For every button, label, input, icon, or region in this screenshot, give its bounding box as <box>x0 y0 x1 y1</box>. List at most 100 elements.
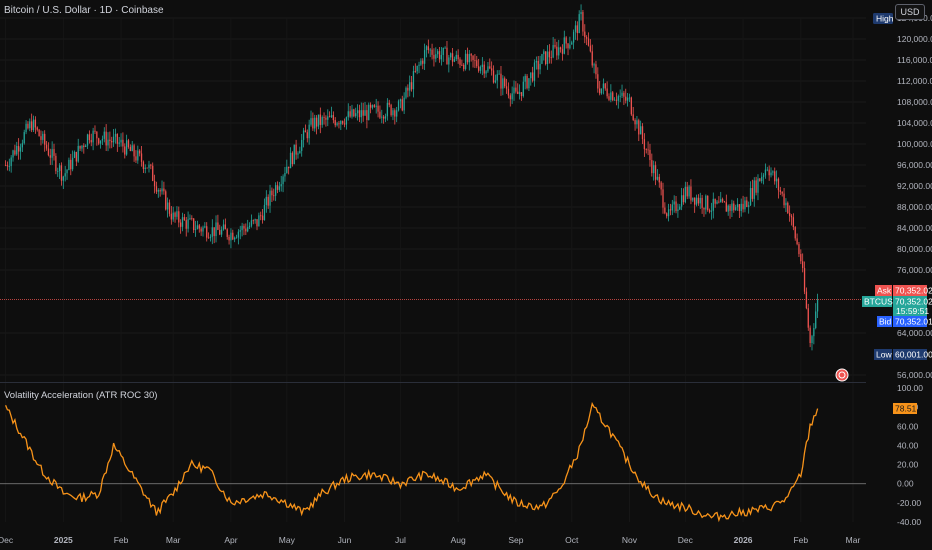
candle <box>345 116 348 130</box>
candle <box>328 111 331 118</box>
candle <box>753 177 755 207</box>
candle <box>358 104 361 123</box>
candle <box>628 93 631 102</box>
candle <box>666 212 668 219</box>
candle <box>545 51 547 66</box>
candle <box>455 50 457 61</box>
price-tick-label: 84,000.00 <box>897 223 932 233</box>
candle <box>377 101 379 118</box>
candle <box>621 84 623 98</box>
candle <box>450 52 452 61</box>
price-tick-label: 80,000.00 <box>897 244 932 254</box>
candle <box>185 216 187 237</box>
candle <box>684 181 687 204</box>
candle <box>554 38 556 49</box>
candle <box>90 133 92 147</box>
candle <box>103 127 105 143</box>
candle <box>602 78 605 95</box>
candle <box>448 54 450 73</box>
candle <box>485 70 487 78</box>
time-tick-label: Feb <box>793 535 808 545</box>
candle <box>124 143 126 159</box>
candle <box>567 42 569 56</box>
indicator-tick-label: 20.00 <box>897 460 919 470</box>
candle <box>496 70 498 89</box>
candle <box>535 56 538 70</box>
currency-button[interactable]: USD <box>895 4 925 20</box>
candle <box>88 130 91 144</box>
candle <box>403 92 405 114</box>
candle <box>375 98 377 114</box>
candle <box>636 116 638 129</box>
candle <box>708 208 711 214</box>
candle <box>362 102 364 122</box>
candle <box>247 219 249 233</box>
candle <box>153 174 156 194</box>
candle <box>45 140 48 151</box>
candle <box>280 175 282 192</box>
candle <box>73 150 76 159</box>
candle <box>755 176 757 196</box>
candle <box>800 249 802 265</box>
candle <box>228 234 230 245</box>
candle <box>634 118 636 131</box>
candle <box>610 84 612 103</box>
candle <box>133 143 135 162</box>
candle <box>675 196 677 214</box>
candle <box>312 112 314 131</box>
candle <box>92 127 94 151</box>
time-tick-label: Oct <box>565 535 579 545</box>
candle <box>60 162 63 186</box>
candle <box>647 141 649 156</box>
candle <box>558 39 560 60</box>
candle <box>342 120 344 125</box>
candle <box>623 90 625 105</box>
candle <box>468 50 470 71</box>
candle <box>692 197 694 203</box>
candle <box>109 131 111 149</box>
candle <box>140 145 143 167</box>
candle <box>759 177 761 182</box>
event-marker-icon[interactable] <box>835 368 849 382</box>
candle <box>543 49 545 61</box>
candle <box>291 151 294 167</box>
candle <box>226 228 228 240</box>
candle <box>25 120 27 135</box>
candle <box>714 198 716 208</box>
candle <box>502 75 504 96</box>
price-tick-label: 120,000.00 <box>897 34 932 44</box>
candle <box>630 96 632 116</box>
candle <box>271 187 273 202</box>
candle <box>433 48 435 67</box>
candle <box>196 220 199 230</box>
candle <box>537 56 539 78</box>
candle <box>261 208 264 224</box>
candle <box>157 188 159 198</box>
candle <box>38 128 40 137</box>
candle <box>783 187 785 209</box>
candle <box>235 234 238 239</box>
indicator-tick-label: -40.00 <box>897 517 921 527</box>
candle <box>744 196 746 213</box>
candle <box>673 195 675 213</box>
candle <box>207 232 210 239</box>
candle <box>731 199 733 217</box>
svg-text:Ask: Ask <box>877 286 892 296</box>
candle <box>16 141 18 156</box>
candle <box>720 191 722 203</box>
candle <box>215 215 217 243</box>
candle <box>803 261 806 295</box>
candle <box>774 167 776 185</box>
candle <box>71 150 74 172</box>
time-tick-label: Nov <box>622 535 638 545</box>
candle <box>781 191 783 197</box>
candle <box>576 21 578 41</box>
candle <box>198 224 200 233</box>
candle <box>349 105 351 118</box>
time-tick-label: Mar <box>166 535 181 545</box>
candle <box>779 186 781 195</box>
candle <box>14 144 16 156</box>
low-tag: Low 60,001.00 <box>874 349 932 360</box>
candle <box>127 138 130 149</box>
candle <box>191 215 193 221</box>
